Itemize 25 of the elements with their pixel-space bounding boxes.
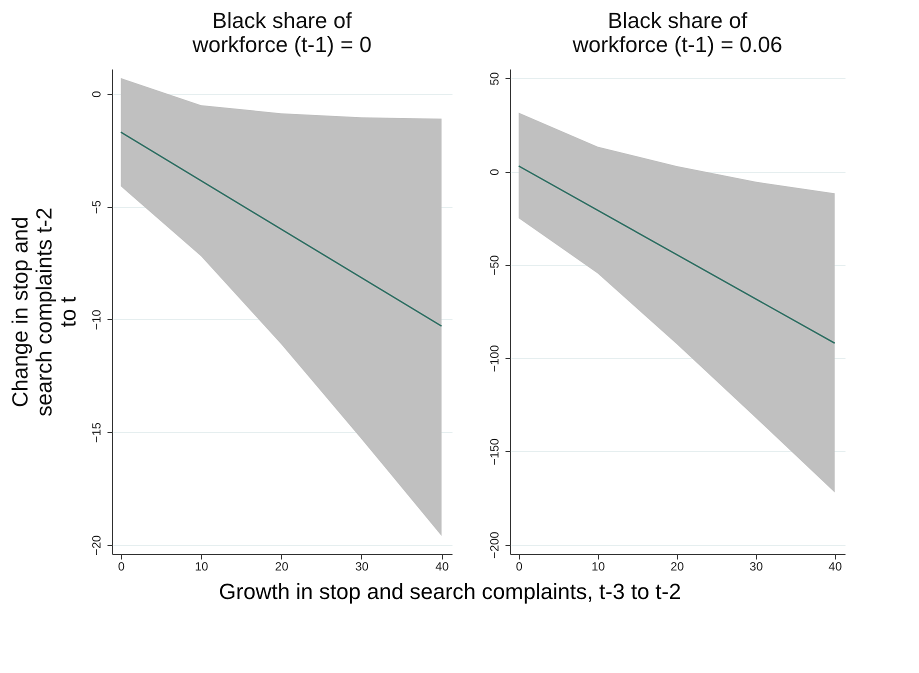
x-tick-label: 0 — [118, 560, 125, 574]
y-tick-label: −150 — [488, 438, 502, 466]
y-tick-label: −20 — [90, 534, 104, 556]
x-tick-label: 20 — [275, 560, 289, 574]
x-tick-label: 30 — [355, 560, 369, 574]
chart-title: Black share of workforce (t-1) = 0 — [191, 8, 372, 57]
y-axis-title: Change in stop and search complaints t-2 to t — [8, 207, 80, 417]
chart-title: Black share of workforce (t-1) = 0.06 — [572, 8, 782, 57]
x-axis-title: Growth in stop and search complaints, t-3 to t-2 — [218, 579, 682, 605]
x-tick-label: 40 — [435, 560, 450, 574]
y-tick-label: −5 — [90, 200, 104, 214]
x-tick-label: 20 — [670, 560, 684, 574]
y-tick-label: −100 — [488, 344, 502, 372]
x-tick-label: 0 — [516, 560, 523, 574]
y-tick-label: −15 — [90, 422, 104, 443]
y-tick-label: −200 — [488, 531, 502, 559]
y-tick-label: −10 — [90, 309, 104, 330]
y-tick-label: 0 — [488, 168, 502, 176]
y-tick-label: 50 — [488, 72, 502, 86]
y-tick-label: −50 — [488, 254, 502, 276]
x-tick-label: 10 — [592, 560, 606, 574]
y-tick-label: 0 — [90, 90, 104, 98]
x-tick-label: 30 — [750, 560, 764, 574]
x-tick-label: 40 — [828, 560, 842, 574]
x-tick-label: 10 — [194, 560, 209, 574]
